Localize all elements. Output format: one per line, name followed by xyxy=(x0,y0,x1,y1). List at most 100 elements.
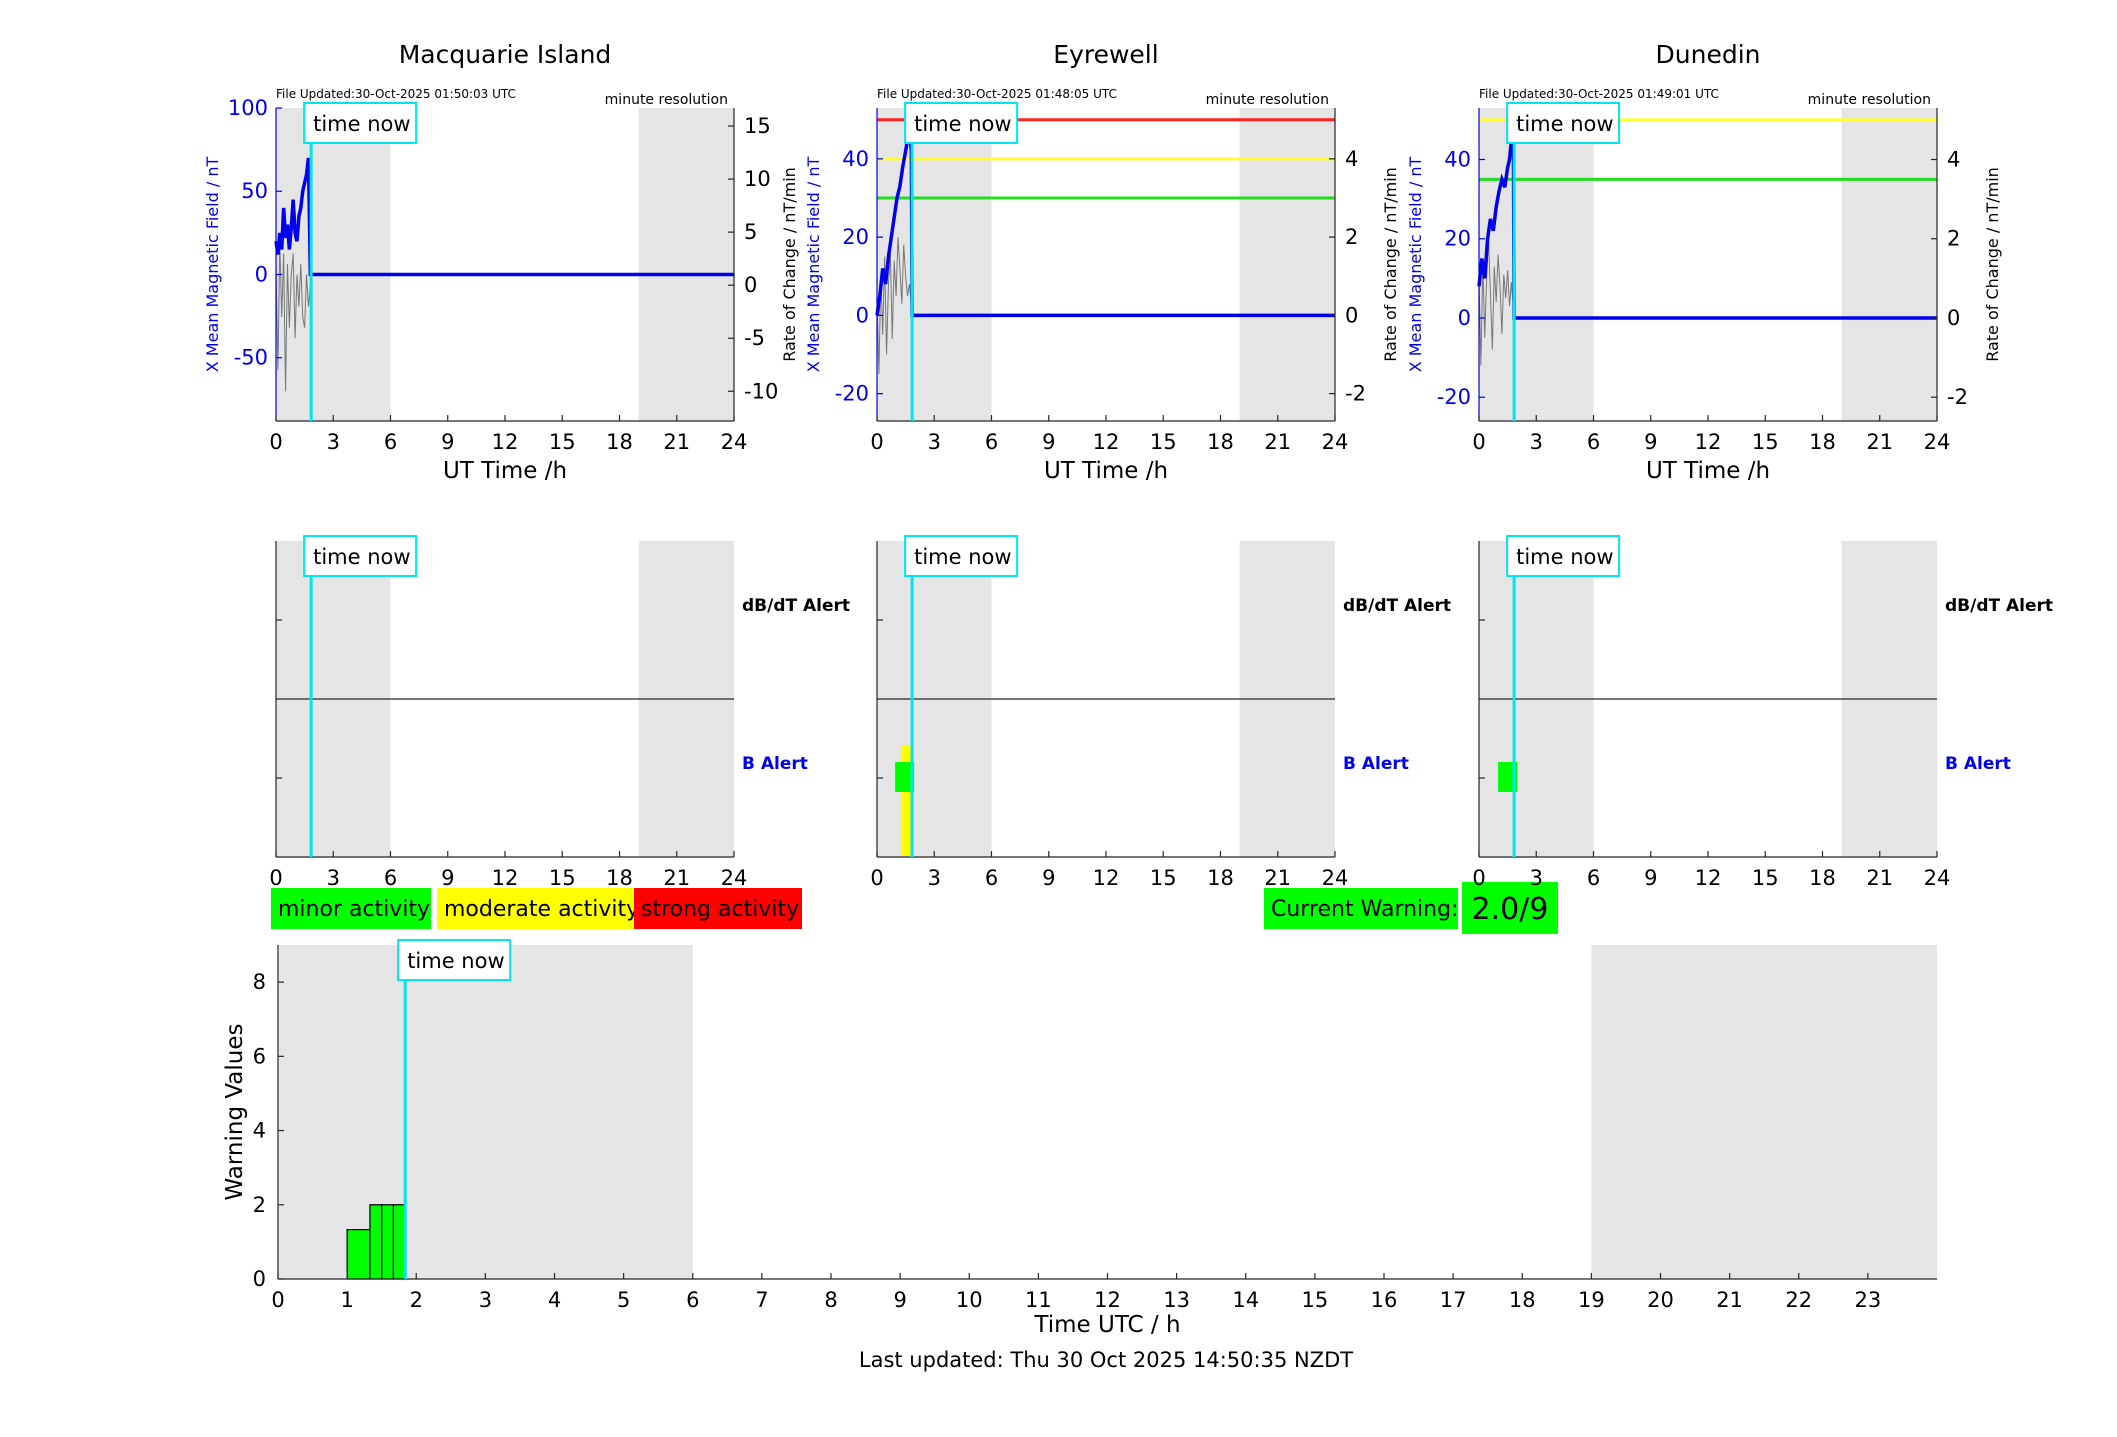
alert-panel-dunedin: dB/dT Alert B Alert 0 3 6 9 12 15 18 21 24 time now xyxy=(1472,535,2053,890)
x-tick-label: 3 xyxy=(928,430,941,454)
x-tick-label: 12 xyxy=(1695,866,1722,890)
activity-legend: minor activity moderate activity strong … xyxy=(271,888,802,929)
x-tick-label: 6 xyxy=(384,430,397,454)
x-tick-label: 9 xyxy=(893,1288,906,1312)
night-shading-band xyxy=(1841,108,1937,421)
x-tick-label: 13 xyxy=(1163,1288,1190,1312)
time-now-label: time now xyxy=(313,545,410,569)
dbdt-alert-label: dB/dT Alert xyxy=(1343,596,1451,616)
right-y-tick-label: 2 xyxy=(1345,225,1358,249)
night-shading-band xyxy=(1239,108,1335,421)
x-tick-label: 9 xyxy=(1644,866,1657,890)
chart-title: Macquarie Island xyxy=(399,40,612,69)
x-tick-label: 23 xyxy=(1855,1288,1882,1312)
right-y-tick-label: 5 xyxy=(744,220,757,244)
x-tick-label: 16 xyxy=(1371,1288,1398,1312)
right-y-tick-label: 4 xyxy=(1947,148,1960,172)
x-tick-label: 6 xyxy=(985,866,998,890)
resolution-text: minute resolution xyxy=(605,92,728,108)
right-y-axis-label: Rate of Change / nT/min xyxy=(1381,167,1400,362)
night-shading-band xyxy=(276,108,391,421)
x-tick-label: 21 xyxy=(1264,866,1291,890)
current-warning: Current Warning: 2.0/9 xyxy=(1264,882,1558,934)
x-tick-label: 0 xyxy=(1472,430,1485,454)
legend-strong-label: strong activity xyxy=(641,897,799,922)
rate-of-change-line xyxy=(275,242,312,392)
x-tick-label: 0 xyxy=(1472,866,1485,890)
left-y-axis-label: X Mean Magnetic Field / nT xyxy=(804,157,823,373)
right-y-tick-label: 0 xyxy=(744,273,757,297)
x-tick-label: 3 xyxy=(1530,430,1543,454)
night-shading-band xyxy=(638,108,734,421)
x-tick-label: 9 xyxy=(1042,866,1055,890)
left-y-tick-label: -20 xyxy=(1437,385,1471,409)
x-tick-label: 24 xyxy=(1924,866,1951,890)
x-tick-label: 24 xyxy=(721,866,748,890)
resolution-text: minute resolution xyxy=(1206,92,1329,108)
x-tick-label: 3 xyxy=(1530,866,1543,890)
right-y-tick-label: 0 xyxy=(1345,303,1358,327)
x-axis-label: UT Time /h xyxy=(1044,458,1168,484)
x-tick-label: 15 xyxy=(549,866,576,890)
x-tick-label: 21 xyxy=(1264,430,1291,454)
current-warning-value-box xyxy=(1462,882,1558,934)
x-tick-label: 15 xyxy=(1150,866,1177,890)
station-chart-macquarie-island: Macquarie Island File Updated:30-Oct-2025… xyxy=(203,40,799,484)
x-tick-label: 24 xyxy=(721,430,748,454)
x-tick-label: 18 xyxy=(606,866,633,890)
time-now-label: time now xyxy=(1516,545,1613,569)
x-tick-label: 12 xyxy=(1093,866,1120,890)
x-tick-label: 4 xyxy=(548,1288,561,1312)
current-warning-label-box xyxy=(1264,888,1458,929)
night-shading-band xyxy=(1479,108,1594,421)
x-tick-label: 18 xyxy=(1207,866,1234,890)
x-tick-label: 0 xyxy=(870,866,883,890)
x-tick-label: 6 xyxy=(384,866,397,890)
x-tick-label: 15 xyxy=(1752,866,1779,890)
warning-value-bar xyxy=(381,1204,395,1280)
right-y-tick-label: -10 xyxy=(744,379,778,403)
x-tick-label: 15 xyxy=(1150,430,1177,454)
y-tick-label: 4 xyxy=(253,1119,266,1143)
x-tick-label: 19 xyxy=(1578,1288,1605,1312)
x-tick-label: 12 xyxy=(1093,430,1120,454)
left-y-tick-label: 50 xyxy=(241,179,268,203)
legend-minor-swatch xyxy=(271,888,431,929)
y-tick-label: 0 xyxy=(253,1267,266,1291)
left-y-tick-label: 20 xyxy=(842,225,869,249)
right-y-tick-label: 15 xyxy=(744,114,771,138)
x-tick-label: 21 xyxy=(1866,866,1893,890)
left-y-axis-label: X Mean Magnetic Field / nT xyxy=(203,157,222,373)
legend-moderate-label: moderate activity xyxy=(444,897,639,922)
x-tick-label: 12 xyxy=(492,866,519,890)
y-tick-label: 2 xyxy=(253,1193,266,1217)
x-tick-label: 3 xyxy=(327,430,340,454)
time-now-box xyxy=(1506,102,1621,144)
left-y-tick-label: -50 xyxy=(234,346,268,370)
left-y-tick-label: 20 xyxy=(1444,227,1471,251)
resolution-text: minute resolution xyxy=(1808,92,1931,108)
warning-value-bar xyxy=(369,1204,383,1280)
current-warning-value: 2.0/9 xyxy=(1472,892,1549,927)
dbdt-alert-label: dB/dT Alert xyxy=(1945,596,2053,616)
x-tick-label: 5 xyxy=(617,1288,630,1312)
left-y-tick-label: 100 xyxy=(228,96,268,120)
x-tick-label: 6 xyxy=(1587,866,1600,890)
x-tick-label: 6 xyxy=(686,1288,699,1312)
x-tick-label: 21 xyxy=(1866,430,1893,454)
b-alert-block-minor xyxy=(895,762,915,792)
y-tick-label: 6 xyxy=(253,1044,266,1068)
magnetic-field-line xyxy=(274,157,734,277)
x-tick-label: 10 xyxy=(956,1288,983,1312)
legend-strong-swatch xyxy=(634,888,802,929)
x-tick-label: 18 xyxy=(606,430,633,454)
x-tick-label: 20 xyxy=(1647,1288,1674,1312)
x-tick-label: 12 xyxy=(1695,430,1722,454)
x-axis-label: UT Time /h xyxy=(443,458,567,484)
left-y-tick-label: 0 xyxy=(255,262,268,286)
left-y-tick-label: 0 xyxy=(856,303,869,327)
x-tick-label: 18 xyxy=(1509,1288,1536,1312)
warning-value-bar xyxy=(392,1204,406,1280)
x-tick-label: 0 xyxy=(870,430,883,454)
time-now-label: time now xyxy=(407,949,504,973)
